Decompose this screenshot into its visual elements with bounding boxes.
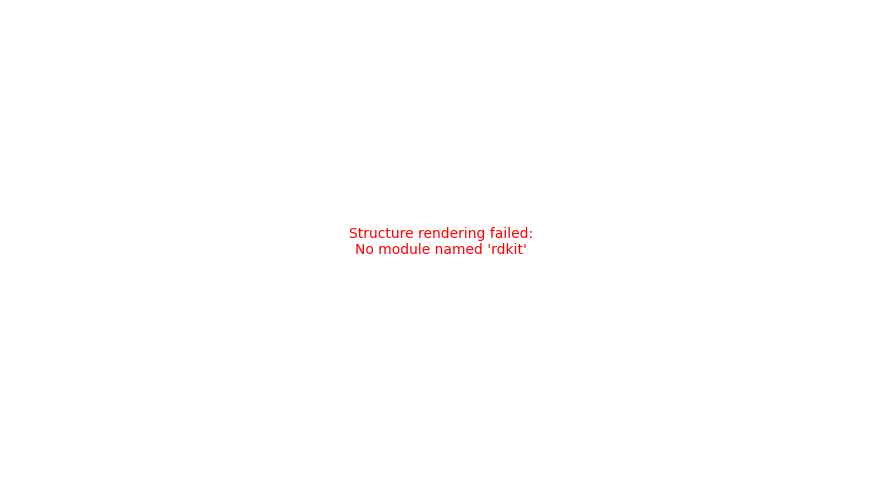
Text: Structure rendering failed:
No module named 'rdkit': Structure rendering failed: No module na… (349, 227, 533, 257)
